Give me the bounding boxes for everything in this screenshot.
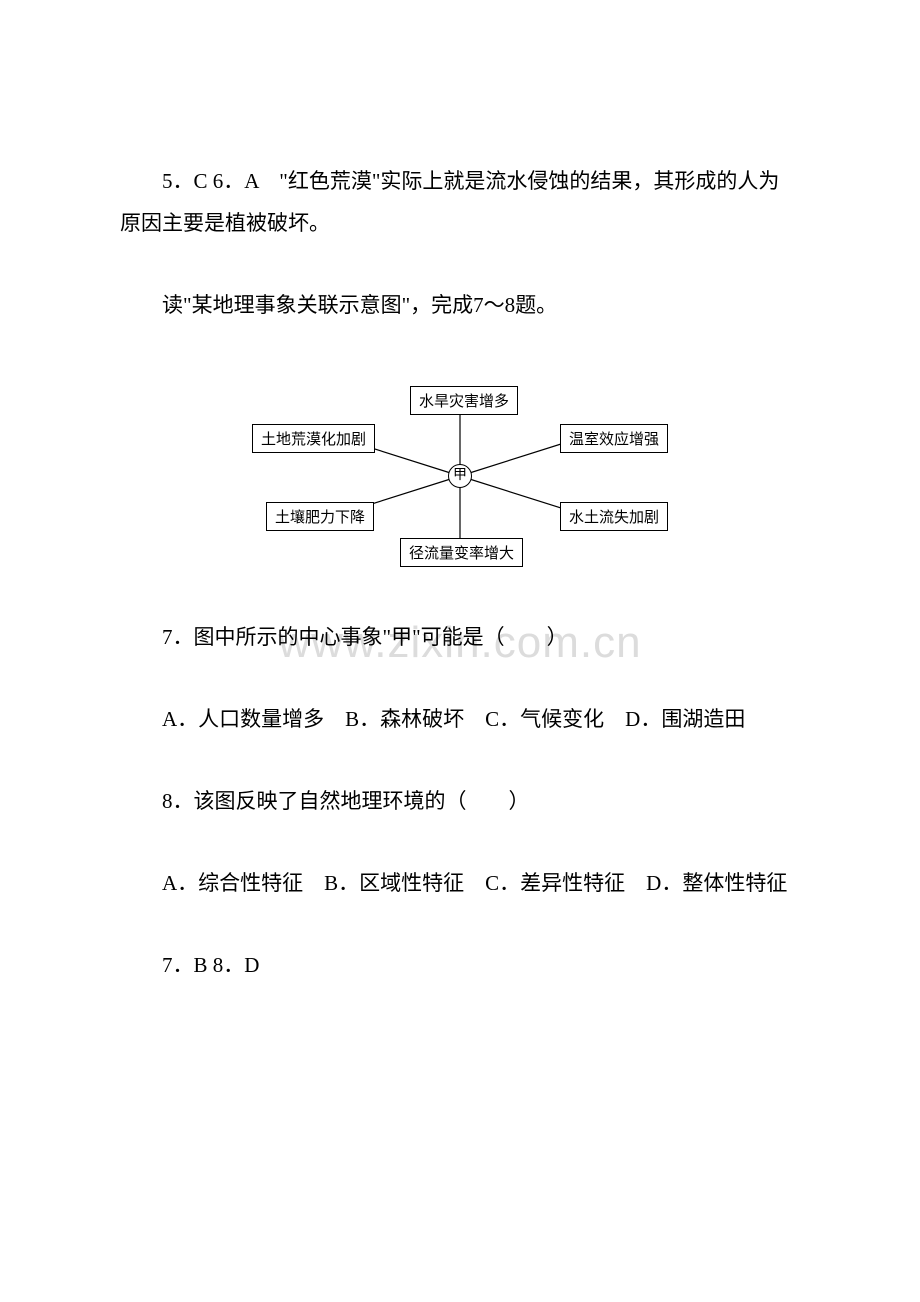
center-node: 甲 bbox=[448, 464, 472, 488]
box-top: 水旱灾害增多 bbox=[410, 386, 518, 415]
question-8-options: A．综合性特征 B．区域性特征 C．差异性特征 D．整体性特征 bbox=[120, 862, 800, 904]
document-content: 5．C 6．A "红色荒漠"实际上就是流水侵蚀的结果，其形成的人为原因主要是植被… bbox=[120, 160, 800, 986]
question-8: 8．该图反映了自然地理环境的（ ） bbox=[120, 780, 800, 822]
answer-7-8: 7．B 8．D bbox=[120, 944, 800, 986]
intro-7-8: 读"某地理事象关联示意图"，完成7～8题。 bbox=[120, 284, 800, 326]
box-botright: 水土流失加剧 bbox=[560, 502, 668, 531]
box-topright: 温室效应增强 bbox=[560, 424, 668, 453]
diagram-container: 水旱灾害增多 土地荒漠化加剧 温室效应增强 甲 土壤肥力下降 水土流失加剧 径流… bbox=[120, 366, 800, 576]
question-7: 7．图中所示的中心事象"甲"可能是（ ） bbox=[120, 616, 800, 658]
question-7-options: A．人口数量增多 B．森林破坏 C．气候变化 D．围湖造田 bbox=[120, 698, 800, 740]
answer-5-6: 5．C 6．A "红色荒漠"实际上就是流水侵蚀的结果，其形成的人为原因主要是植被… bbox=[120, 160, 800, 244]
association-diagram: 水旱灾害增多 土地荒漠化加剧 温室效应增强 甲 土壤肥力下降 水土流失加剧 径流… bbox=[220, 366, 700, 576]
box-bottom: 径流量变率增大 bbox=[400, 538, 523, 567]
box-botleft: 土壤肥力下降 bbox=[266, 502, 374, 531]
box-topleft: 土地荒漠化加剧 bbox=[252, 424, 375, 453]
